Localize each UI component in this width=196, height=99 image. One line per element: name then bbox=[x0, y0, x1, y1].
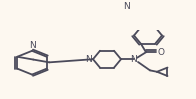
Text: N: N bbox=[29, 41, 35, 50]
Text: N: N bbox=[131, 55, 137, 64]
Text: N: N bbox=[85, 55, 92, 64]
Text: O: O bbox=[158, 48, 165, 57]
Text: N: N bbox=[123, 2, 130, 11]
